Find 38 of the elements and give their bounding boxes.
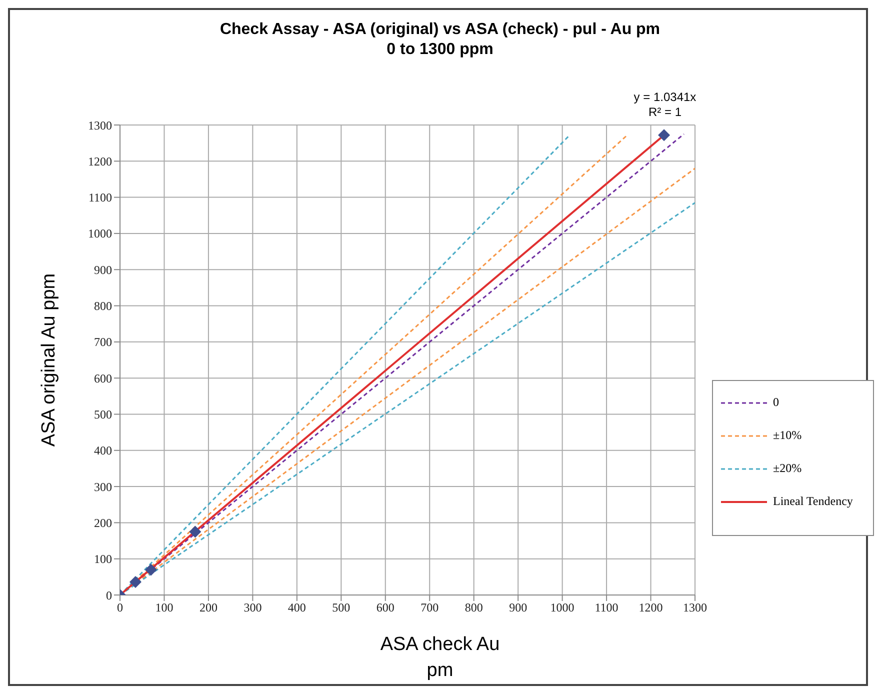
y-tick-label: 500 (94, 407, 112, 422)
x-axis-title: ASA check Au pm (379, 633, 501, 683)
y-tick-label: 200 (94, 516, 112, 530)
chart-subtitle: 0 to 1300 ppm (386, 40, 494, 60)
text: R² = 1 (647, 105, 682, 120)
x-tick-label: 0 (117, 600, 123, 615)
x-tick-label: 300 (244, 600, 262, 615)
x-tick-label: 1300 (683, 600, 707, 615)
x-tick-label: 600 (376, 600, 394, 615)
x-tick-label: 100 (155, 600, 174, 615)
x-tick-label: 1000 (550, 600, 574, 615)
x-tick-label: 800 (464, 600, 483, 615)
y-axis-title: ASA original Au ppm (39, 273, 61, 447)
x-tick-label: 900 (509, 600, 528, 615)
y-tick-label: 1200 (88, 154, 112, 168)
y-tick-label: 0 (106, 588, 112, 602)
y-tick-label: 900 (94, 262, 112, 277)
y-tick-label: 400 (94, 444, 112, 458)
y-tick-label: 100 (94, 552, 112, 566)
x-tick-label: 1100 (594, 600, 618, 615)
x-tick-label: 400 (288, 600, 306, 615)
x-tick-label: 1200 (638, 600, 663, 615)
y-tick-label: 600 (94, 371, 112, 386)
legend-label: 0 (773, 395, 780, 410)
chart-title: Check Assay - ASA (original) vs ASA (check) - pul - Au pm (218, 20, 662, 40)
legend-label: Lineal Tendency (773, 494, 853, 509)
y-tick-label: 300 (94, 480, 112, 494)
x-tick-label: 200 (199, 600, 218, 615)
legend-label: ±10% (773, 428, 803, 443)
x-tick-label: 700 (420, 600, 439, 615)
y-tick-label: 700 (94, 335, 112, 350)
y-tick-label: 1300 (88, 118, 112, 132)
y-tick-label: 1100 (88, 190, 112, 205)
x-tick-label: 500 (332, 600, 350, 615)
y-tick-label: 1000 (88, 226, 112, 241)
text: y = 1.0341x (632, 90, 698, 105)
y-tick-label: 800 (94, 299, 112, 314)
legend-label: ±20% (773, 461, 803, 476)
